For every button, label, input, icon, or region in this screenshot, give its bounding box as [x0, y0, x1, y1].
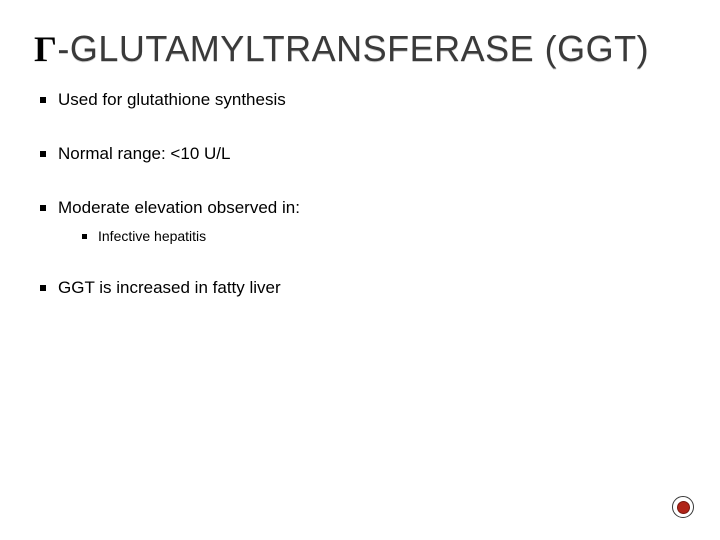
title-gamma-glyph: Γ [34, 29, 57, 69]
bullet-text: Moderate elevation observed in: [58, 198, 300, 217]
bullet-text: Normal range: <10 U/L [58, 144, 230, 163]
slide-body: Used for glutathione synthesis Normal ra… [34, 90, 686, 298]
list-item: GGT is increased in fatty liver [40, 278, 686, 298]
list-item: Normal range: <10 U/L [40, 144, 686, 164]
sub-bullet-text: Infective hepatitis [98, 228, 206, 244]
list-item: Moderate elevation observed in: Infectiv… [40, 198, 686, 244]
bullet-list: Used for glutathione synthesis Normal ra… [40, 90, 686, 298]
list-item: Infective hepatitis [82, 228, 686, 244]
bullet-text: Used for glutathione synthesis [58, 90, 286, 109]
list-item: Used for glutathione synthesis [40, 90, 686, 110]
title-rest: -GLUTAMYLTRANSFERASE (GGT) [57, 28, 649, 69]
ornament-inner-circle [677, 501, 690, 514]
bullet-text: GGT is increased in fatty liver [58, 278, 281, 297]
slide: Γ-GLUTAMYLTRANSFERASE (GGT) Used for glu… [0, 0, 720, 540]
corner-ornament-icon [672, 496, 694, 518]
slide-title: Γ-GLUTAMYLTRANSFERASE (GGT) [34, 28, 686, 70]
sub-bullet-list: Infective hepatitis [82, 228, 686, 244]
